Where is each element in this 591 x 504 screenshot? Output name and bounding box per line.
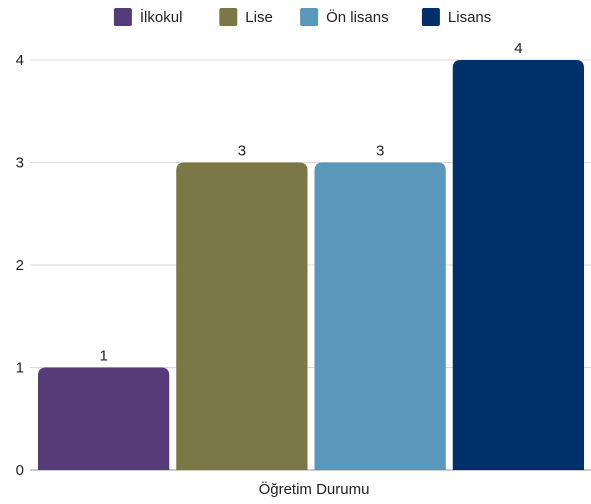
legend-swatch-4 (421, 8, 440, 26)
legend-label-4: Lisans (448, 9, 491, 26)
y-tick-label-4: 4 (16, 52, 24, 69)
y-tick-label-0: 0 (16, 462, 24, 479)
data-label-4: 4 (514, 40, 522, 57)
y-tick-label-3: 3 (16, 155, 24, 172)
data-label-1: 1 (99, 348, 107, 365)
bar-1 (38, 367, 170, 470)
bars (38, 60, 584, 470)
data-label-2: 3 (238, 143, 246, 160)
legend: İlkokul Lise Ön lisans Lisans (113, 8, 491, 26)
y-tick-label-1: 1 (16, 360, 24, 377)
data-label-3: 3 (376, 143, 384, 160)
legend-swatch-3 (300, 8, 319, 26)
bar-3 (314, 162, 446, 470)
bar-2 (176, 162, 308, 470)
legend-label-2: Lise (245, 9, 273, 26)
legend-swatch-1 (113, 8, 132, 26)
bar-4 (452, 60, 584, 470)
data-labels: 1 3 3 4 (99, 40, 522, 365)
legend-label-1: İlkokul (140, 8, 183, 26)
x-axis-title: Öğretim Durumu (259, 480, 370, 498)
legend-label-3: Ön lisans (326, 8, 389, 26)
legend-swatch-2 (219, 8, 238, 26)
y-axis: 0 1 2 3 4 (16, 52, 24, 479)
y-tick-label-2: 2 (16, 257, 24, 274)
